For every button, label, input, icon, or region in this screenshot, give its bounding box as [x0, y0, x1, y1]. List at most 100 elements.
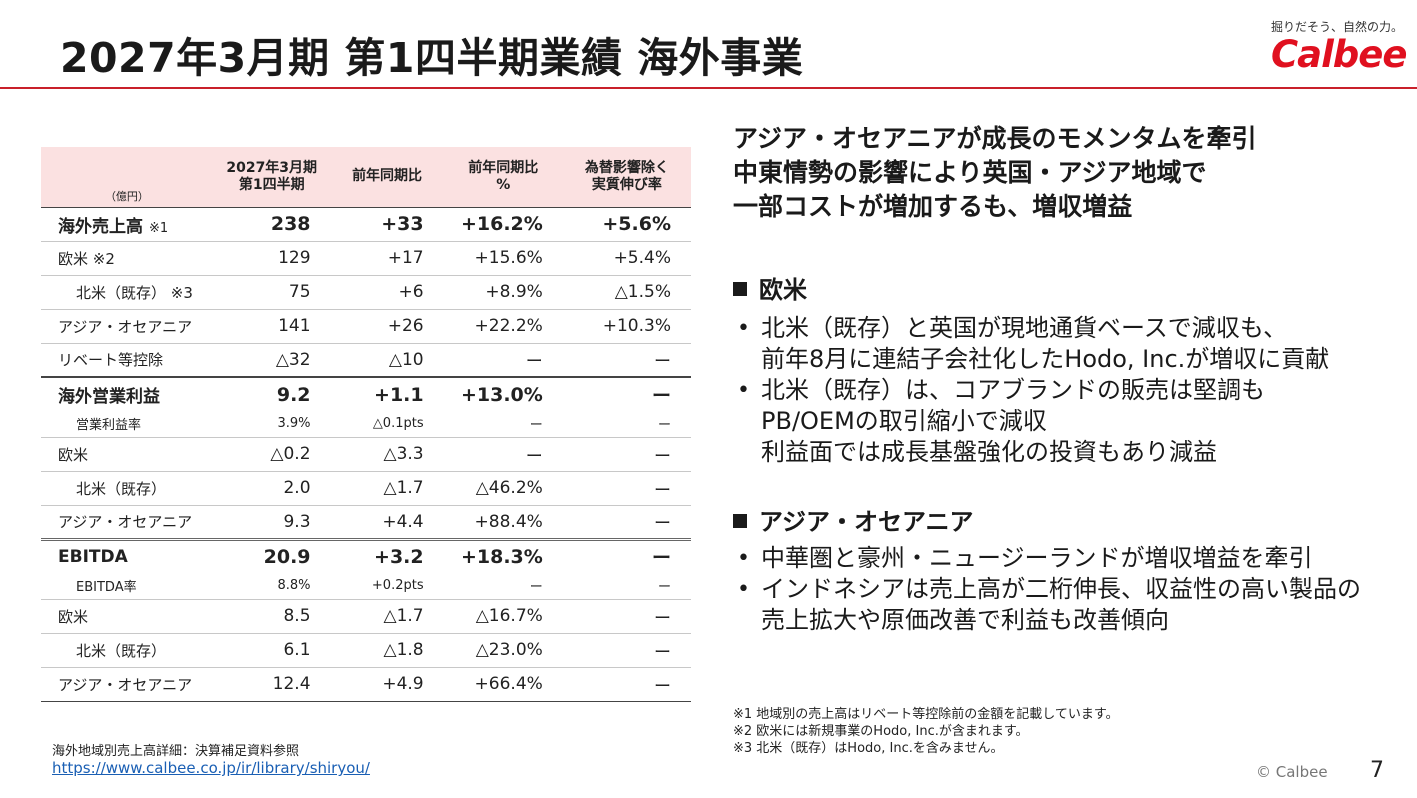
table-row: 欧米 ※2 129 +17 +15.6% +5.4% — [41, 241, 691, 275]
bullet-line: 利益面では成長基盤強化の投資もあり減益 — [761, 438, 1217, 466]
col-header-yoy-pct-text: 前年同期比 % — [468, 159, 539, 193]
unit-label: （億円） — [104, 189, 149, 203]
table-row: アジア・オセアニア 12.4 +4.9 +66.4% ー — [41, 667, 691, 701]
footnote: ※3 北米（既存）はHodo, Inc.を含みません。 — [733, 741, 1004, 756]
cell-current: 12.4 — [272, 674, 311, 694]
cell-yoy: △0.1pts — [372, 416, 424, 432]
cell-yoy-pct: +13.0% — [460, 383, 543, 406]
bullet-line: 中華圏と豪州・ニュージーランドが増収増益を牽引 — [761, 544, 1313, 572]
footnote: ※2 欧米には新規事業のHodo, Inc.が含まれます。 — [733, 724, 1029, 739]
logo-tagline: 掘りだそう、自然の力。 — [1271, 20, 1404, 34]
table-row: 北米（既存） ※3 75 +6 +8.9% △1.5% — [41, 275, 691, 309]
cell-yoy: △1.7 — [383, 478, 424, 498]
cell-yoy: △1.7 — [383, 606, 424, 626]
cell-yoy-pct: ー — [529, 418, 543, 434]
cell-current: 238 — [270, 213, 311, 235]
cell-current: 9.2 — [276, 383, 311, 406]
cell-yoy-pct: +66.4% — [474, 674, 543, 694]
row-label: 海外売上高 ※1 — [41, 207, 213, 241]
cell-fx-adjusted: ー — [654, 514, 671, 534]
col-header-fx-adjusted-text: 為替影響除く 実質伸び率 — [584, 159, 669, 193]
cell-current: 75 — [288, 282, 311, 302]
row-label: 北米（既存） — [76, 479, 167, 498]
cell-yoy: △10 — [388, 349, 424, 370]
cell-yoy-pct: ー — [529, 580, 543, 596]
cell-yoy: +33 — [381, 213, 424, 235]
table-row-op-margin: 営業利益率 3.9% △0.1pts ー ー — [41, 411, 691, 437]
cell-yoy: +4.9 — [382, 674, 424, 694]
footnote: ※1 地域別の売上高はリベート等控除前の金額を記載しています。 — [733, 707, 1119, 722]
table-row-operating-profit: 海外営業利益 9.2 +1.1 +13.0% ー — [41, 377, 691, 411]
bullet-dot-icon: • — [737, 546, 750, 571]
cell-yoy-pct: +8.9% — [485, 282, 543, 302]
bullet-line: 前年8月に連結子会社化したHodo, Inc.が増収に貢献 — [761, 345, 1330, 373]
headline: アジア・オセアニアが成長のモメンタムを牽引 中東情勢の影響により英国・アジア地域… — [733, 122, 1257, 224]
table-row-ebitda-margin: EBITDA率 8.8% +0.2pts ー ー — [41, 573, 691, 599]
row-label: アジア・オセアニア — [58, 675, 193, 694]
cell-yoy: +6 — [398, 282, 424, 302]
source-text: 海外地域別売上高詳細：決算補足資料参照 — [52, 744, 300, 759]
square-bullet-icon — [733, 282, 747, 296]
cell-current: △32 — [275, 349, 311, 370]
cell-current: △0.2 — [270, 444, 311, 464]
cell-fx-adjusted: ー — [651, 547, 671, 570]
table-row: 北米（既存） 2.0 △1.7 △46.2% ー — [41, 471, 691, 505]
cell-yoy-pct: ー — [525, 446, 543, 467]
cell-yoy-pct: +15.6% — [474, 248, 543, 268]
section-heading-text: 欧米 — [759, 276, 807, 304]
cell-fx-adjusted: ー — [654, 352, 671, 373]
bullet-list-asia-oceania: • 中華圏と豪州・ニュージーランドが増収増益を牽引 • インドネシアは売上高が二… — [737, 543, 1361, 636]
row-label: 北米（既存） ※3 — [76, 283, 193, 302]
bullet-line: 売上拡大や原価改善で利益も改善傾向 — [761, 606, 1169, 634]
headline-line: 一部コストが増加するも、増収増益 — [733, 192, 1133, 221]
row-note: ※1 — [149, 220, 169, 236]
cell-fx-adjusted: △1.5% — [614, 282, 671, 302]
bullet-list-americas-europe: • 北米（既存）と英国が現地通貨ベースで減収も、 前年8月に連結子会社化したHo… — [737, 313, 1329, 468]
cell-yoy: +4.4 — [382, 511, 424, 532]
table-row: アジア・オセアニア 141 +26 +22.2% +10.3% — [41, 309, 691, 343]
cell-yoy-pct: △23.0% — [475, 640, 543, 660]
row-label: 欧米 — [58, 607, 89, 626]
cell-yoy-pct: ー — [525, 352, 543, 373]
cell-current: 2.0 — [283, 478, 311, 498]
row-label: 欧米 ※2 — [58, 249, 115, 268]
cell-yoy-pct: +22.2% — [474, 316, 543, 336]
row-label-text: 海外売上高 — [58, 216, 143, 237]
cell-fx-adjusted: +5.6% — [602, 213, 671, 235]
cell-fx-adjusted: ー — [654, 480, 671, 501]
cell-fx-adjusted: ー — [654, 446, 671, 467]
cell-current: 141 — [278, 316, 311, 336]
list-item: • 北米（既存）と英国が現地通貨ベースで減収も、 前年8月に連結子会社化したHo… — [737, 313, 1329, 375]
table-row: 欧米 △0.2 △3.3 ー ー — [41, 437, 691, 471]
cell-yoy-pct: △46.2% — [475, 478, 543, 498]
col-header-fx-adjusted: 為替影響除く 実質伸び率 — [563, 147, 691, 207]
cell-fx-adjusted: +10.3% — [602, 316, 671, 336]
cell-yoy-pct: +88.4% — [474, 511, 543, 532]
cell-yoy-pct: +18.3% — [460, 545, 543, 568]
table-row: 欧米 8.5 △1.7 △16.7% ー — [41, 599, 691, 633]
cell-yoy: △1.8 — [383, 640, 424, 660]
list-item: • インドネシアは売上高が二桁伸長、収益性の高い製品の 売上拡大や原価改善で利益… — [737, 574, 1361, 636]
copyright: © Calbee — [1256, 763, 1328, 781]
col-header-yoy: 前年同期比 — [331, 147, 444, 207]
square-bullet-icon — [733, 514, 747, 528]
cell-fx-adjusted: ー — [657, 418, 671, 434]
cell-yoy: +3.2 — [374, 545, 424, 568]
title-divider — [0, 87, 1417, 89]
cell-current: 6.1 — [283, 640, 311, 660]
row-label: EBITDA — [58, 546, 128, 567]
table-row-ebitda: EBITDA 20.9 +3.2 +18.3% ー — [41, 539, 691, 573]
cell-fx-adjusted: ー — [651, 385, 671, 407]
cell-current: 8.8% — [277, 578, 311, 594]
list-item: • 中華圏と豪州・ニュージーランドが増収増益を牽引 — [737, 543, 1361, 574]
cell-current: 20.9 — [263, 545, 311, 568]
cell-yoy-pct: △16.7% — [475, 606, 543, 626]
row-label: アジア・オセアニア — [58, 317, 193, 336]
cell-yoy: +1.1 — [374, 383, 424, 406]
table-row: 北米（既存） 6.1 △1.8 △23.0% ー — [41, 633, 691, 667]
cell-fx-adjusted: ー — [657, 580, 671, 596]
source-link[interactable]: https://www.calbee.co.jp/ir/library/shir… — [52, 759, 370, 777]
row-label: 海外営業利益 — [58, 387, 160, 407]
cell-current: 8.5 — [283, 606, 311, 626]
logo-wordmark: Calbee — [1271, 33, 1407, 76]
